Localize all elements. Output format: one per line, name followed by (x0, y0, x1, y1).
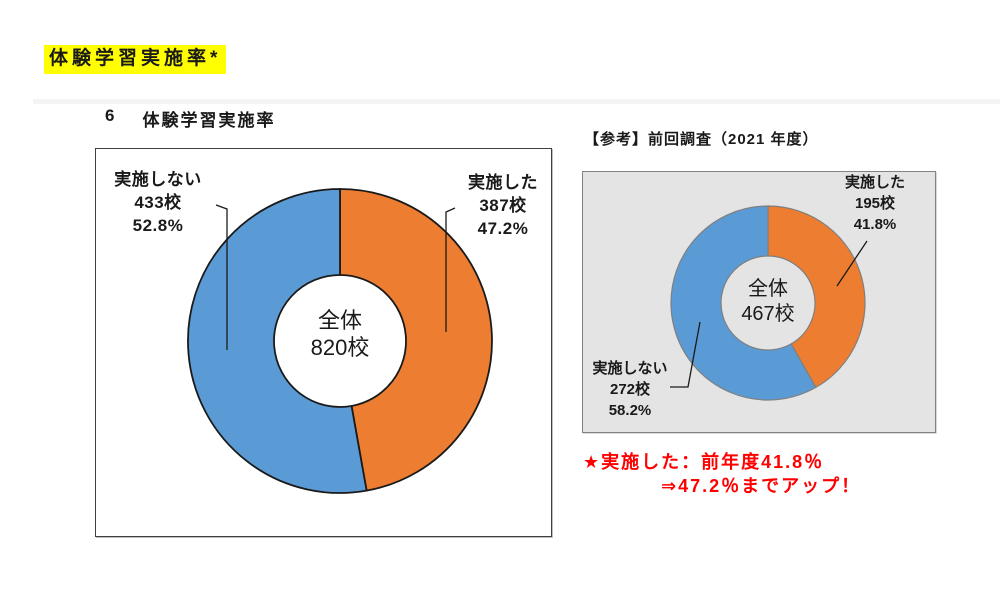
ref-donut-center-label: 全体 467校 (693, 277, 843, 327)
total-value: 467校 (741, 303, 795, 325)
ref-label-not-implemented: 実施しない 272校 58.2% (555, 358, 705, 421)
slice-label: 実施しない (592, 360, 668, 377)
main-donut-center-label: 全体 820校 (240, 307, 440, 361)
total-value: 820校 (310, 335, 370, 360)
main-label-not-implemented: 実施しない 433校 52.8% (58, 168, 258, 237)
total-label: 全体 (748, 278, 788, 300)
slice-percent: 47.2% (477, 219, 529, 238)
page-title: 体験学習実施率* (44, 45, 227, 74)
slice-count: 195校 (854, 195, 896, 212)
section-number: 6 (105, 106, 117, 125)
ref-label-implemented: 実施した 195校 41.8% (800, 172, 950, 235)
slice-count: 387校 (479, 196, 527, 215)
slice-label: 実施した (468, 173, 538, 192)
section-title: 体験学習実施率 (142, 111, 276, 130)
slice-percent: 58.2% (608, 402, 652, 419)
slice-count: 272校 (609, 381, 651, 398)
note-line-1: ★実施した：前年度41.8％ (583, 452, 825, 472)
slice-count: 433校 (134, 193, 182, 212)
section-header: 6 体験学習実施率 (105, 106, 275, 131)
ref-chart-header: 【参考】前回調査（2021 年度） (584, 131, 819, 148)
slice-label: 実施しない (114, 170, 202, 189)
total-label: 全体 (317, 308, 362, 333)
slice-percent: 41.8% (853, 216, 897, 233)
section-divider (33, 99, 1000, 104)
note-line-2: ⇒47.2％までアップ！ (661, 476, 862, 496)
main-label-implemented: 実施した 387校 47.2% (403, 171, 603, 240)
slice-label: 実施した (844, 174, 905, 191)
slice-percent: 52.8% (132, 216, 184, 235)
highlight-note: ★実施した：前年度41.8％ ⇒47.2％までアップ！ (583, 450, 861, 498)
